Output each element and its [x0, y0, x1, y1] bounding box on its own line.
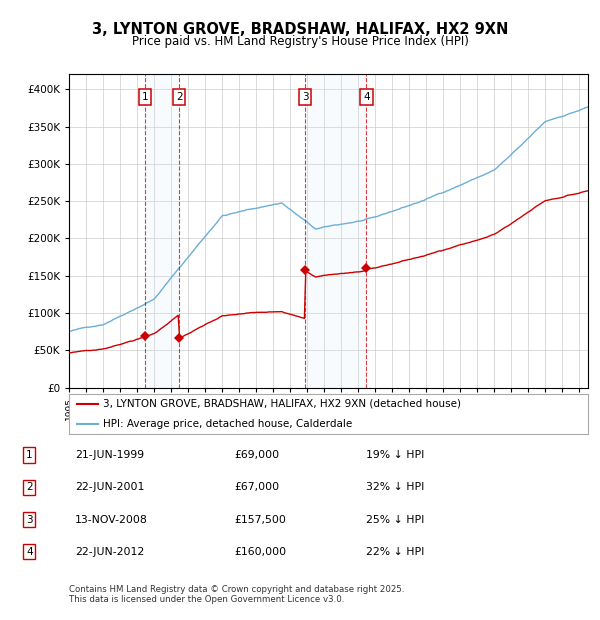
Text: 25% ↓ HPI: 25% ↓ HPI — [366, 515, 424, 525]
Text: £157,500: £157,500 — [234, 515, 286, 525]
Text: 19% ↓ HPI: 19% ↓ HPI — [366, 450, 424, 460]
Text: £69,000: £69,000 — [234, 450, 279, 460]
Text: 1: 1 — [26, 450, 33, 460]
Text: 3: 3 — [26, 515, 33, 525]
Text: 13-NOV-2008: 13-NOV-2008 — [75, 515, 148, 525]
Text: 21-JUN-1999: 21-JUN-1999 — [75, 450, 144, 460]
Text: 4: 4 — [26, 547, 33, 557]
Text: 22% ↓ HPI: 22% ↓ HPI — [366, 547, 424, 557]
Text: HPI: Average price, detached house, Calderdale: HPI: Average price, detached house, Cald… — [103, 419, 352, 429]
Text: Contains HM Land Registry data © Crown copyright and database right 2025.
This d: Contains HM Land Registry data © Crown c… — [69, 585, 404, 604]
Text: 4: 4 — [363, 92, 370, 102]
Bar — [305, 74, 366, 388]
Text: 3, LYNTON GROVE, BRADSHAW, HALIFAX, HX2 9XN: 3, LYNTON GROVE, BRADSHAW, HALIFAX, HX2 … — [92, 22, 508, 37]
Text: 22-JUN-2001: 22-JUN-2001 — [75, 482, 145, 492]
Text: £160,000: £160,000 — [234, 547, 286, 557]
Text: 22-JUN-2012: 22-JUN-2012 — [75, 547, 144, 557]
Text: 3: 3 — [302, 92, 308, 102]
Text: 3, LYNTON GROVE, BRADSHAW, HALIFAX, HX2 9XN (detached house): 3, LYNTON GROVE, BRADSHAW, HALIFAX, HX2 … — [103, 399, 461, 409]
Text: 32% ↓ HPI: 32% ↓ HPI — [366, 482, 424, 492]
Bar — [145, 74, 179, 388]
Text: £67,000: £67,000 — [234, 482, 279, 492]
Text: 1: 1 — [142, 92, 148, 102]
Text: 2: 2 — [176, 92, 182, 102]
Text: Price paid vs. HM Land Registry's House Price Index (HPI): Price paid vs. HM Land Registry's House … — [131, 35, 469, 48]
Text: 2: 2 — [26, 482, 33, 492]
